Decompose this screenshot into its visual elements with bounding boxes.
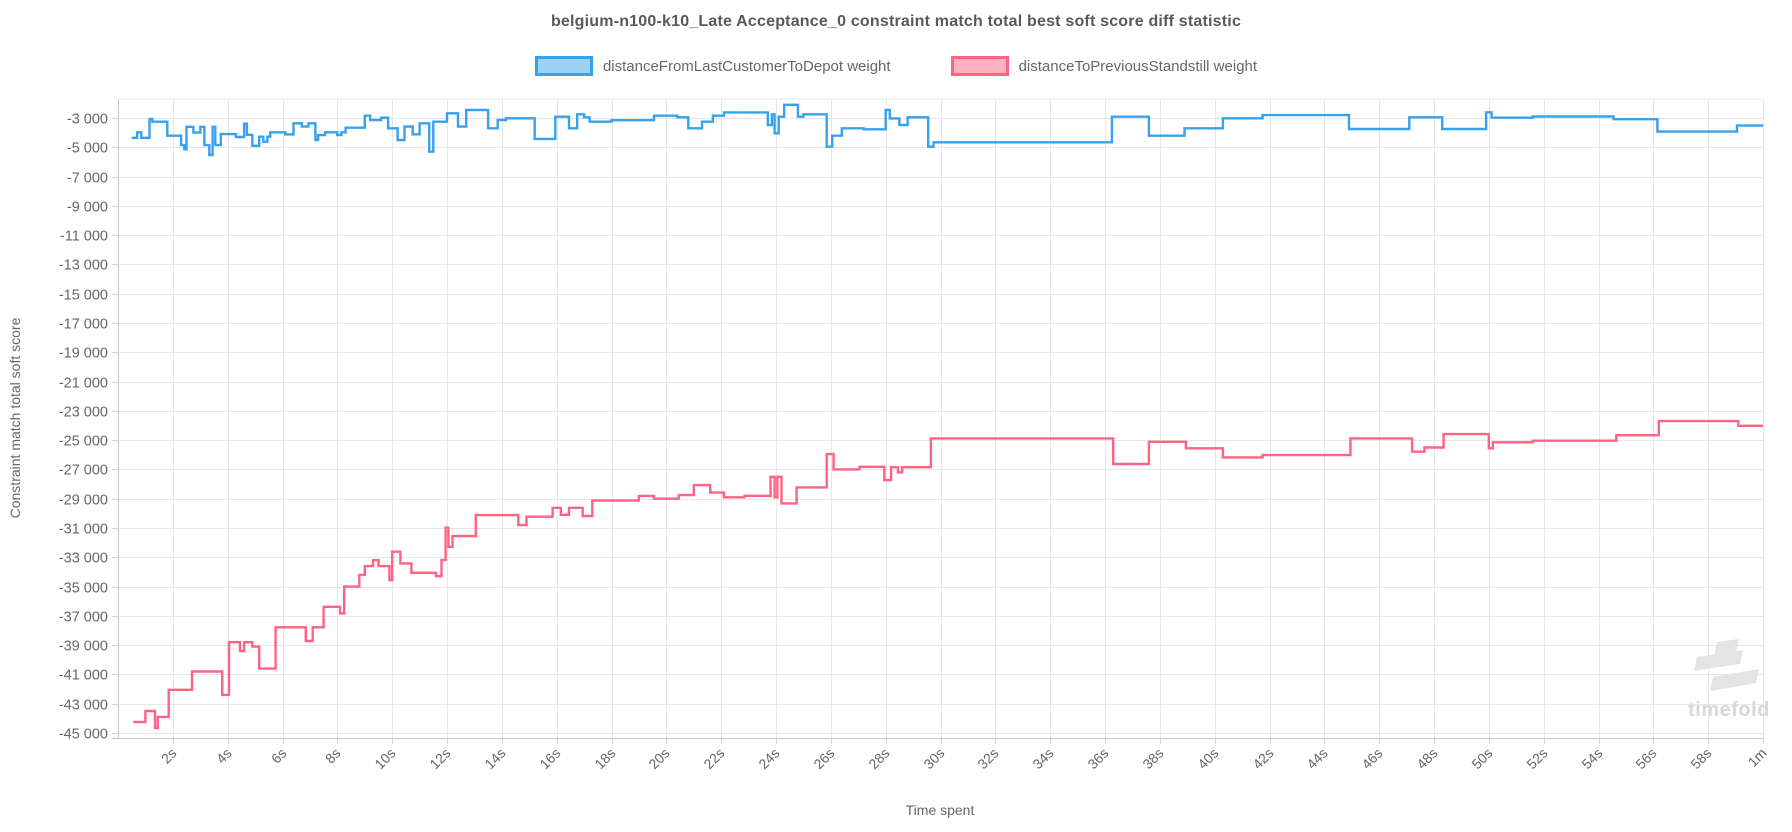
- legend-item-distanceToPreviousStandstill[interactable]: distanceToPreviousStandstill weight: [950, 56, 1258, 76]
- x-tick-label: 52s: [1523, 745, 1550, 772]
- x-tick-label: 38s: [1139, 745, 1166, 772]
- y-tick-label: -41 000: [59, 668, 108, 684]
- y-tick-label: -33 000: [59, 551, 108, 567]
- series-line-0: [131, 103, 1763, 157]
- y-tick-label: -5 000: [67, 141, 108, 157]
- x-tick-label: 46s: [1358, 745, 1385, 772]
- y-tick-label: -27 000: [59, 463, 108, 479]
- y-tick-label: -23 000: [59, 405, 108, 421]
- x-tick-label: 12s: [426, 745, 453, 772]
- y-tick-label: -25 000: [59, 434, 108, 450]
- x-tick-label: 48s: [1413, 745, 1440, 772]
- y-tick-label: -9 000: [67, 200, 108, 216]
- x-tick-label: 42s: [1249, 745, 1276, 772]
- y-tick-label: -43 000: [59, 698, 108, 714]
- x-tick-label: 14s: [481, 745, 508, 772]
- x-tick-label: 28s: [865, 745, 892, 772]
- legend: distanceFromLastCustomerToDepot weight d…: [0, 56, 1792, 76]
- y-axis-title: Constraint match total soft score: [7, 317, 23, 519]
- x-tick-label: 36s: [1084, 745, 1111, 772]
- legend-label: distanceToPreviousStandstill weight: [1018, 57, 1258, 75]
- legend-item-distanceFromLastCustomerToDepot[interactable]: distanceFromLastCustomerToDepot weight: [534, 56, 891, 76]
- x-tick-label: 20s: [645, 745, 672, 772]
- y-tick-label: -11 000: [60, 229, 108, 245]
- x-tick-label: 56s: [1632, 745, 1659, 772]
- y-tick-label: -45 000: [59, 727, 108, 743]
- y-tick-label: -21 000: [59, 376, 108, 392]
- x-tick-label: 24s: [755, 745, 782, 772]
- x-tick-label: 8s: [322, 745, 344, 767]
- x-tick-label: 50s: [1468, 745, 1495, 772]
- chart-title: belgium-n100-k10_Late Acceptance_0 const…: [550, 13, 1242, 30]
- x-tick-label: 6s: [268, 745, 290, 767]
- x-axis-title: Time spent: [905, 802, 975, 818]
- x-tick-label: 16s: [536, 745, 563, 772]
- x-tick-label: 40s: [1194, 745, 1221, 772]
- y-tick-label: -35 000: [59, 581, 108, 597]
- y-tick-label: -37 000: [59, 610, 108, 626]
- x-tick-label: 58s: [1687, 745, 1714, 772]
- x-tick-label: 10s: [371, 745, 398, 772]
- legend-swatch-pink: [950, 56, 1009, 76]
- x-tick-label: 4s: [213, 745, 235, 767]
- x-tick-label: 32s: [974, 745, 1001, 772]
- x-tick-label: 18s: [591, 745, 618, 772]
- x-tick-label: 54s: [1578, 745, 1605, 772]
- y-tick-label: -15 000: [59, 288, 108, 304]
- y-tick-label: -31 000: [59, 522, 108, 538]
- y-tick-label: -29 000: [59, 493, 108, 509]
- y-tick-label: -7 000: [67, 171, 108, 187]
- x-tick-label: 44s: [1303, 745, 1330, 772]
- y-tick-label: -19 000: [59, 346, 108, 362]
- legend-swatch-blue: [534, 56, 593, 76]
- y-tick-label: -3 000: [67, 112, 108, 128]
- series-line-1: [133, 419, 1763, 730]
- x-tick-label: 22s: [700, 745, 727, 772]
- legend-label: distanceFromLastCustomerToDepot weight: [602, 57, 891, 75]
- y-tick-label: -13 000: [59, 258, 108, 274]
- x-tick-label: 1m: [1745, 745, 1770, 770]
- y-tick-label: -17 000: [59, 317, 108, 333]
- x-tick-label: 30s: [920, 745, 947, 772]
- y-tick-label: -39 000: [59, 639, 108, 655]
- x-tick-label: 26s: [810, 745, 837, 772]
- x-tick-label: 34s: [1029, 745, 1056, 772]
- x-tick-label: 2s: [158, 745, 180, 767]
